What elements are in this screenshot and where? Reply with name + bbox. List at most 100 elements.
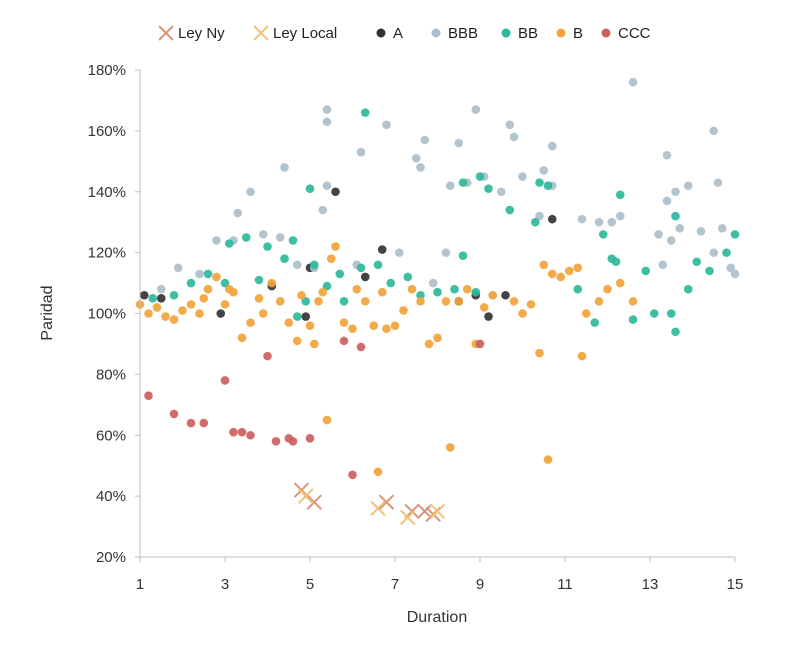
data-point [658, 260, 668, 270]
data-point-x [400, 509, 416, 526]
data-point-x [370, 500, 386, 517]
data-point [178, 306, 187, 315]
data-point [301, 312, 311, 321]
data-point [424, 339, 434, 349]
data-point-x [378, 494, 395, 510]
data-point [246, 318, 255, 327]
data-point-x [298, 488, 314, 504]
data-point [675, 223, 685, 233]
y-axis-ticks: 20% 40% 60% 80% 100% 120% 140% 160% 180% [88, 62, 140, 566]
data-point [641, 266, 651, 276]
data-point [331, 187, 340, 197]
data-point [280, 163, 289, 172]
data-point [326, 254, 336, 264]
data-point [148, 293, 158, 303]
data-point [416, 163, 425, 172]
legend-item-ccc: CCC [601, 25, 651, 42]
data-point [373, 467, 383, 477]
data-point [322, 105, 332, 114]
data-point [573, 284, 583, 294]
y-tick-label: 160% [88, 123, 126, 140]
data-point [615, 211, 625, 221]
data-point [471, 105, 481, 114]
data-point [433, 287, 442, 297]
data-point [322, 181, 332, 190]
legend-item-bb: BB [501, 25, 538, 42]
data-point [475, 339, 485, 349]
data-point [314, 297, 323, 306]
x-tick-label: 5 [306, 576, 314, 593]
data-point [356, 147, 366, 157]
data-point [331, 242, 340, 251]
data-point [518, 172, 527, 181]
data-point [280, 254, 289, 264]
data-point [237, 427, 247, 437]
y-tick-label: 140% [88, 184, 126, 201]
data-point [195, 309, 204, 318]
data-point [509, 297, 519, 306]
data-point [556, 272, 566, 282]
data-point [433, 333, 442, 343]
data-point [717, 223, 727, 233]
data-point [709, 126, 719, 136]
data-point [309, 260, 319, 270]
y-tick-label: 100% [88, 306, 126, 323]
y-tick-label: 120% [88, 245, 126, 262]
data-point [420, 135, 430, 145]
legend-label: Ley Local [273, 25, 337, 42]
data-point [292, 336, 302, 346]
legend-marker [253, 25, 269, 41]
plot-area [135, 77, 740, 526]
x-axis-title: Duration [407, 609, 467, 626]
data-point [654, 230, 663, 239]
data-point [339, 318, 349, 327]
data-point [543, 181, 553, 190]
data-point [335, 269, 345, 279]
data-point [475, 172, 485, 181]
data-point [199, 293, 209, 303]
data-point [186, 278, 196, 288]
data-point [547, 269, 557, 279]
data-point [356, 342, 366, 352]
legend-label: BB [518, 25, 538, 42]
data-point [705, 266, 714, 276]
data-point [445, 443, 455, 452]
data-point [411, 153, 421, 163]
data-point [501, 290, 510, 300]
data-point [224, 239, 234, 248]
data-point [267, 278, 277, 288]
data-point [450, 284, 459, 294]
data-point [369, 321, 379, 330]
data-point [360, 272, 370, 282]
data-point [258, 309, 268, 318]
chart-legend: Ley Ny Ley Local A BBB BB B CCC [158, 25, 651, 42]
data-point-x [429, 503, 446, 520]
data-point [156, 293, 166, 303]
data-point [186, 300, 196, 309]
data-point [649, 309, 659, 318]
legend-label: Ley Ny [178, 25, 225, 42]
legend-marker [556, 28, 566, 38]
y-tick-label: 40% [96, 488, 126, 505]
data-point [696, 227, 706, 236]
data-point [416, 290, 425, 300]
series-b [135, 242, 638, 477]
x-tick-label: 9 [476, 576, 484, 593]
data-point [318, 205, 328, 215]
data-point [233, 208, 243, 218]
data-point [484, 184, 493, 194]
data-point [199, 418, 209, 428]
data-point [246, 430, 255, 440]
data-point [152, 303, 162, 312]
data-point [488, 290, 498, 300]
data-point [518, 309, 527, 318]
data-point [169, 315, 179, 324]
data-point [212, 236, 221, 245]
data-point [297, 290, 306, 300]
data-point [530, 217, 540, 227]
data-point [212, 272, 221, 282]
data-point [445, 181, 455, 190]
data-point [186, 418, 196, 428]
data-point [535, 348, 544, 358]
